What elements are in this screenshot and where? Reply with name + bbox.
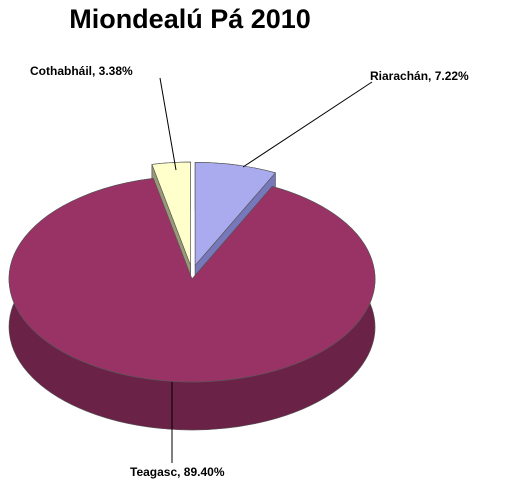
data-label-cothabháil: Cothabháil, 3.38% <box>30 64 133 78</box>
pie-slice-riarachán <box>194 162 276 267</box>
leader-line-riarachán <box>242 81 373 168</box>
data-label-riarachán: Riarachán, 7.22% <box>370 69 469 83</box>
leader-line-cothabháil <box>159 77 177 171</box>
pie-slice-teagasc <box>8 177 376 383</box>
chart-title: Miondealú Pá 2010 <box>69 4 311 34</box>
data-label-teagasc: Teagasc, 89.40% <box>130 465 225 479</box>
pie-slice-cothabháil <box>151 161 191 266</box>
